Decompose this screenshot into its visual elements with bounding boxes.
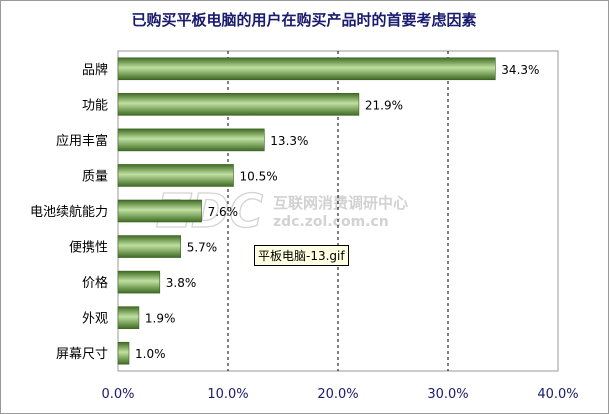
- bar: [117, 235, 182, 258]
- chart-title: 已购买平板电脑的用户在购买产品时的首要考虑因素: [131, 11, 476, 29]
- watermark-cn-text: 互联网消费调研中心: [273, 194, 408, 212]
- data-label: 1.0%: [135, 347, 166, 361]
- x-tick-label: 40.0%: [537, 387, 578, 402]
- x-tick-label: 30.0%: [427, 387, 468, 402]
- bar: [117, 199, 202, 223]
- category-label: 应用丰富: [56, 133, 108, 149]
- data-label: 3.8%: [166, 276, 197, 290]
- category-label: 价格: [82, 275, 108, 291]
- bar: [117, 341, 130, 365]
- bar: [117, 93, 360, 116]
- category-label: 电池续航能力: [30, 204, 108, 220]
- x-tick-label: 0.0%: [101, 387, 134, 402]
- bar: [117, 164, 234, 187]
- category-label: 品牌: [82, 62, 108, 78]
- category-label: 功能: [82, 98, 108, 113]
- image-tooltip: 平板电脑-13.gif: [254, 245, 349, 266]
- bar: [117, 270, 161, 294]
- bar: [117, 128, 265, 152]
- data-label: 5.7%: [187, 241, 218, 255]
- data-label: 1.9%: [145, 312, 176, 326]
- data-label: 7.6%: [208, 205, 239, 219]
- data-label: 21.9%: [365, 98, 403, 112]
- bar: [117, 306, 140, 329]
- data-label: 34.3%: [501, 63, 539, 77]
- bar: [117, 57, 496, 81]
- category-label: 便携性: [69, 240, 108, 256]
- x-tick-label: 10.0%: [207, 387, 248, 402]
- watermark-url-text: zdc.zol.com.cn: [273, 214, 389, 230]
- category-label: 质量: [82, 169, 108, 184]
- data-label: 10.5%: [240, 169, 278, 183]
- category-label: 外观: [82, 312, 108, 327]
- data-label: 13.3%: [270, 134, 308, 148]
- category-label: 屏幕尺寸: [56, 347, 108, 362]
- x-tick-label: 20.0%: [317, 387, 358, 402]
